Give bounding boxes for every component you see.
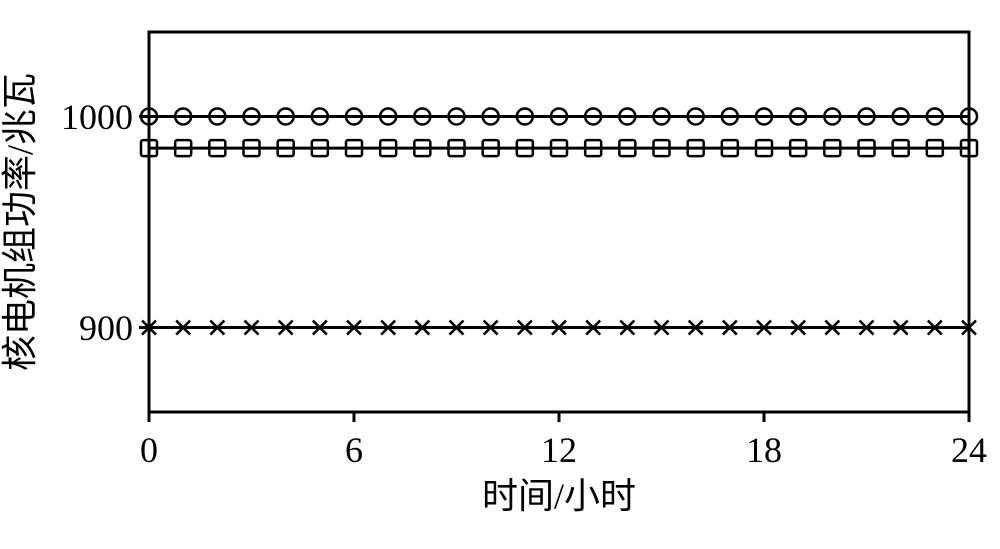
y-tick-label: 1000 (61, 97, 133, 137)
x-tick-label: 0 (140, 430, 158, 470)
nuclear-power-chart: 0 6 12 18 24 900 1000 时间/小时 核电机组功率/兆瓦 (0, 0, 1000, 549)
y-tick-label: 900 (79, 308, 133, 348)
x-tick-label: 6 (345, 430, 363, 470)
y-axis-label: 核电机组功率/兆瓦 (0, 73, 40, 371)
x-tick-label: 18 (746, 430, 782, 470)
chart-svg: 0 6 12 18 24 900 1000 时间/小时 核电机组功率/兆瓦 (0, 0, 1000, 549)
x-tick-label: 12 (541, 430, 577, 470)
x-tick-label: 24 (951, 430, 987, 470)
x-axis-label: 时间/小时 (482, 476, 636, 516)
